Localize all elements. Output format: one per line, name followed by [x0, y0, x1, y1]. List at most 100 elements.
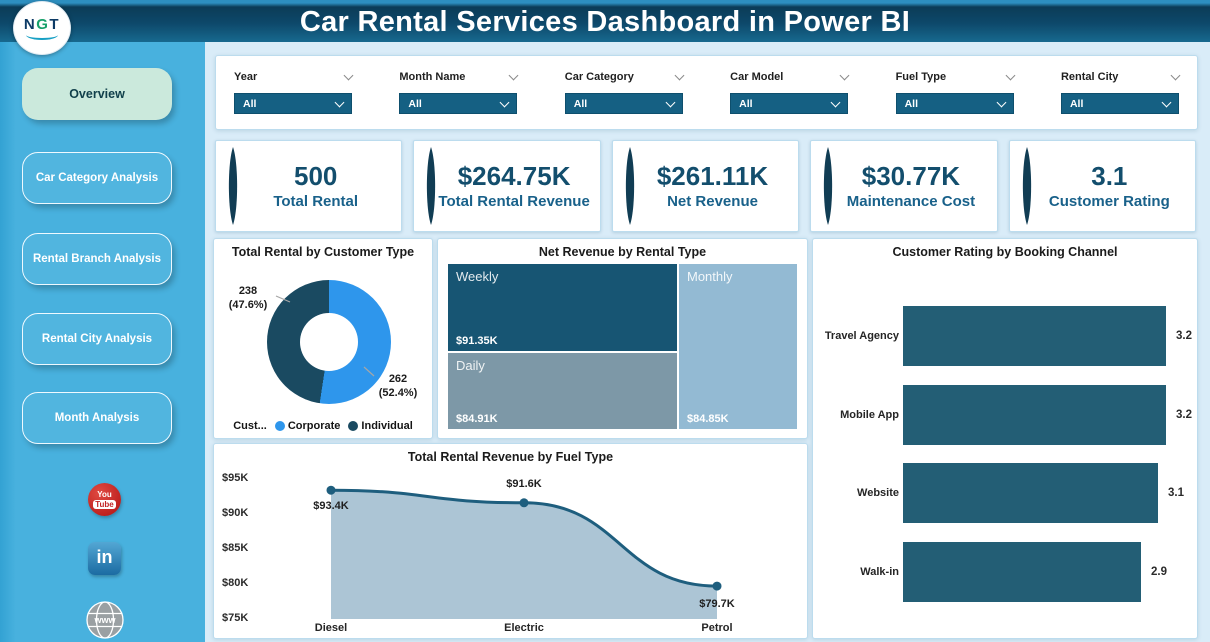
- chevron-down-icon: [1161, 97, 1172, 108]
- ngt-logo: NGT: [13, 1, 71, 55]
- filter-selected-value: All: [243, 97, 257, 110]
- y-tick-label: $75K: [222, 612, 249, 624]
- kpi-label: Customer Rating: [1048, 193, 1170, 211]
- globe-graphic: www: [86, 601, 124, 639]
- filter-label: Fuel Type: [895, 71, 947, 83]
- filter-year: Year All: [234, 69, 354, 114]
- bar-website[interactable]: [903, 463, 1158, 523]
- youtube-icon[interactable]: You Tube: [88, 483, 121, 516]
- legend-dot-icon: [348, 421, 359, 431]
- chevron-down-icon[interactable]: [343, 70, 354, 81]
- chevron-down-icon[interactable]: [1170, 70, 1181, 81]
- chevron-down-icon[interactable]: [508, 70, 519, 81]
- filter-label: Car Category: [564, 71, 634, 83]
- kpi-row: 500 Total Rental $264.75K Total Rental Reve…: [215, 140, 1197, 232]
- area-fill: [331, 490, 717, 619]
- callout-percent: (52.4%): [378, 387, 418, 400]
- filter-car-category-dropdown[interactable]: All: [564, 93, 683, 114]
- treemap-node-value: $84.91K: [456, 413, 498, 425]
- sidebar-item-rental-branch-analysis[interactable]: Rental Branch Analysis: [22, 233, 172, 285]
- filter-month-name-dropdown[interactable]: All: [399, 93, 518, 114]
- kpi-accent-icon: [625, 147, 634, 225]
- legend-item-corporate[interactable]: Corporate: [274, 420, 340, 432]
- bar-row-travel-agency: Travel Agency 3.2: [813, 306, 1197, 366]
- kpi-card-maintenance-cost: $30.77K Maintenance Cost: [810, 140, 998, 232]
- bar-value-label: 3.1: [1168, 487, 1184, 499]
- chart-legend: Cust... Corporate Individual: [214, 420, 432, 432]
- kpi-accent-icon: [1022, 147, 1031, 225]
- kpi-accent-icon: [824, 147, 833, 225]
- filter-car-category: Car Category All: [564, 69, 685, 114]
- filter-rental-city-dropdown[interactable]: All: [1060, 93, 1179, 114]
- bar-travel-agency[interactable]: [903, 306, 1166, 366]
- bar-walk-in[interactable]: [903, 542, 1141, 602]
- legend-title: Cust...: [233, 420, 267, 432]
- treemap-node-label: Daily: [456, 358, 485, 373]
- data-point-value-label: $91.6K: [506, 477, 542, 490]
- filter-fuel-type-dropdown[interactable]: All: [895, 93, 1014, 114]
- kpi-value: $264.75K: [457, 160, 571, 191]
- svg-text:www: www: [93, 615, 116, 625]
- filter-header: Car Category: [564, 69, 685, 85]
- bar-value-label: 3.2: [1176, 330, 1192, 342]
- bar-value-label: 2.9: [1151, 566, 1167, 578]
- chevron-down-icon[interactable]: [674, 70, 685, 81]
- y-tick-label: $95K: [222, 472, 249, 484]
- sidebar-item-overview[interactable]: Overview: [22, 68, 172, 120]
- treemap-node-monthly[interactable]: Monthly $84.85K: [679, 264, 797, 429]
- filters-panel: Year All Month Name All Car Category All Car M…: [215, 55, 1198, 130]
- filter-selected-value: All: [904, 97, 918, 110]
- kpi-accent-icon: [228, 147, 238, 225]
- sidebar-item-rental-city-analysis[interactable]: Rental City Analysis: [22, 313, 172, 365]
- bar-row-mobile-app: Mobile App 3.2: [813, 385, 1197, 445]
- donut-callout-corporate: 262 (52.4%): [370, 372, 426, 401]
- data-point-value-label: $93.4K: [313, 500, 349, 513]
- legend-item-individual[interactable]: Individual: [348, 420, 413, 432]
- sidebar: Overview Car Category Analysis Rental Bran…: [0, 42, 205, 642]
- data-point-electric[interactable]: [519, 498, 529, 508]
- kpi-label: Total Rental Revenue: [438, 193, 590, 211]
- sidebar-item-month-analysis[interactable]: Month Analysis: [22, 392, 172, 444]
- bar-category-label: Website: [857, 487, 899, 499]
- chevron-down-icon[interactable]: [1005, 70, 1016, 81]
- filter-label: Year: [234, 71, 258, 83]
- filter-label: Month Name: [399, 71, 466, 83]
- sidebar-item-car-category-analysis[interactable]: Car Category Analysis: [22, 152, 172, 204]
- treemap-chart: Weekly $91.35K Daily $84.91K Monthly $84.85K: [448, 264, 797, 429]
- linkedin-icon[interactable]: in: [88, 542, 121, 575]
- website-globe-icon[interactable]: www: [86, 601, 124, 639]
- treemap-node-daily[interactable]: Daily $84.91K: [448, 353, 677, 429]
- kpi-value: $30.77K: [861, 160, 961, 191]
- bar-mobile-app[interactable]: [903, 385, 1166, 445]
- filter-selected-value: All: [1069, 97, 1084, 110]
- filter-year-dropdown[interactable]: All: [234, 93, 352, 114]
- chevron-down-icon: [334, 97, 345, 108]
- chevron-down-icon: [499, 97, 510, 108]
- linkedin-text: in: [96, 546, 113, 567]
- data-point-diesel[interactable]: [326, 485, 336, 495]
- treemap-node-value: $84.85K: [687, 413, 729, 425]
- data-point-petrol[interactable]: [712, 581, 722, 591]
- chart-title: Customer Rating by Booking Channel: [892, 245, 1118, 259]
- chart-title: Total Rental Revenue by Fuel Type: [407, 450, 614, 464]
- treemap-node-weekly[interactable]: Weekly $91.35K: [448, 264, 677, 351]
- filter-car-model-dropdown[interactable]: All: [730, 93, 849, 114]
- youtube-tube-text: Tube: [93, 499, 116, 509]
- chevron-down-icon: [996, 97, 1007, 108]
- legend-label: Individual: [361, 420, 413, 432]
- filter-header: Year: [234, 69, 354, 85]
- area-chart[interactable]: [214, 444, 805, 636]
- x-axis-label-petrol: Petrol: [701, 622, 733, 634]
- filter-header: Fuel Type: [895, 69, 1016, 85]
- page-title: Car Rental Services Dashboard in Power B…: [299, 6, 911, 38]
- chevron-down-icon[interactable]: [839, 70, 850, 81]
- kpi-label: Maintenance Cost: [846, 193, 976, 211]
- kpi-accent-icon: [427, 147, 436, 225]
- logo-swoosh-icon: [26, 30, 58, 40]
- filter-rental-city: Rental City All: [1060, 69, 1181, 114]
- filter-selected-value: All: [408, 97, 422, 110]
- donut-callout-lines: [275, 295, 375, 377]
- filter-label: Rental City: [1060, 71, 1119, 83]
- y-tick-label: $85K: [222, 542, 249, 554]
